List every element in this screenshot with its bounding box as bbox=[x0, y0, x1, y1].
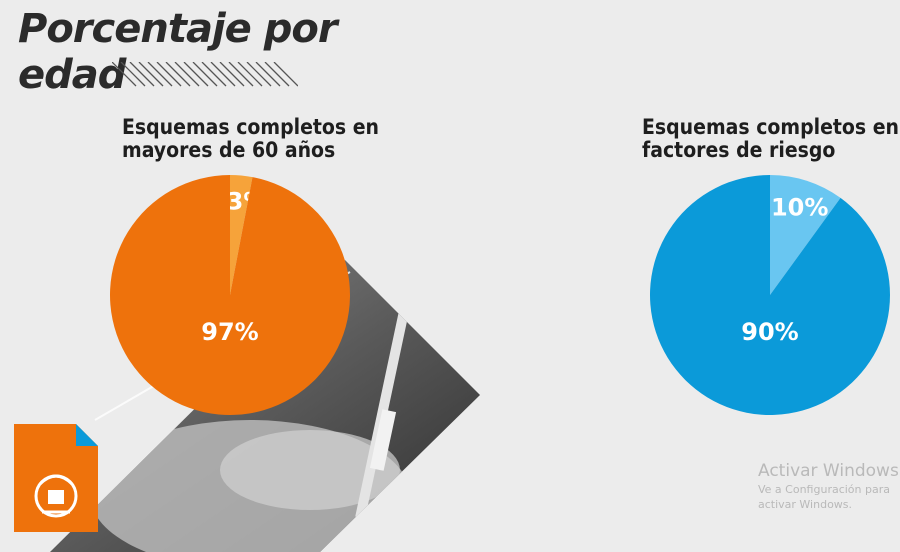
pie-1-slice-1 bbox=[230, 175, 253, 295]
chart-1-title-line-1: Esquemas completos en bbox=[122, 115, 379, 139]
watermark-title: Activar Windows bbox=[758, 461, 899, 481]
chart-2-title-line-2: factores de riesgo bbox=[642, 138, 836, 162]
diagonal-hatch-icon bbox=[112, 62, 298, 87]
chart-2-title: Esquemas completos en factores de riesgo bbox=[642, 116, 899, 162]
pie-2-slice-2 bbox=[650, 175, 890, 415]
page-title: Porcentaje por edad bbox=[18, 6, 338, 98]
watermark-subtitle: Ve a Configuración para activar Windows. bbox=[758, 483, 890, 511]
activation-watermark: Activar Windows Ve a Configuración para … bbox=[758, 460, 900, 512]
pie-2-label-1: 10% bbox=[771, 194, 828, 222]
pie-1-slice-2 bbox=[110, 175, 350, 415]
document-logo-icon bbox=[14, 424, 98, 532]
pie-1-label-2: 97% bbox=[201, 318, 258, 346]
pie-2-label-2: 90% bbox=[741, 318, 798, 346]
page-title-line-2: edad bbox=[18, 52, 126, 98]
chart-2-title-line-1: Esquemas completos en bbox=[642, 115, 899, 139]
pie-chart-2: 10% 90% bbox=[650, 175, 890, 415]
pie-2-slice-1 bbox=[770, 175, 841, 295]
page-title-line-1: Porcentaje por bbox=[18, 6, 338, 52]
chart-1-title-line-2: mayores de 60 años bbox=[122, 138, 336, 162]
pie-chart-1: 3%97% bbox=[110, 175, 350, 415]
chart-1-title: Esquemas completos en mayores de 60 años bbox=[122, 116, 379, 162]
